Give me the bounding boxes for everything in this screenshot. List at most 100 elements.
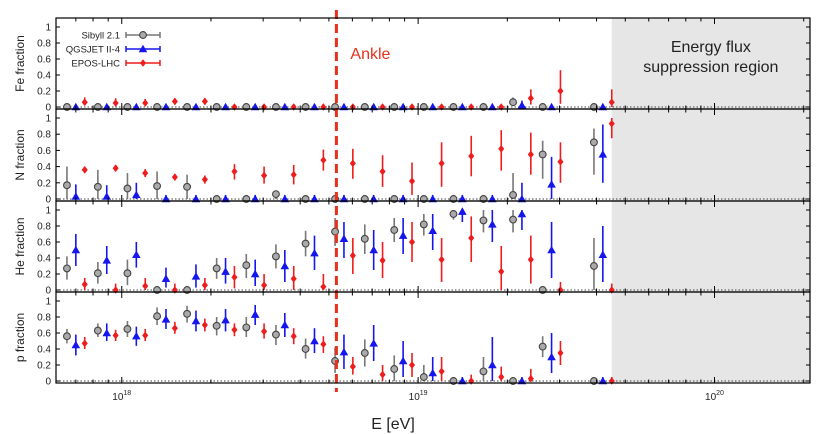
sib-data-point: [271, 190, 280, 199]
sib-data-point: [93, 269, 102, 278]
epos-data-point: [608, 119, 615, 128]
qgs-data-point: [161, 274, 171, 283]
y-tick-label: 0.6: [37, 238, 51, 249]
epos-data-point: [261, 327, 268, 336]
sib-data-point: [123, 184, 132, 193]
sib-data-point: [301, 239, 310, 248]
y-tick-label: 0.8: [37, 313, 51, 324]
qgs-data-point: [547, 352, 556, 361]
epos-data-point: [527, 374, 534, 383]
sib-data-point: [360, 234, 369, 243]
qgs-data-point: [398, 356, 408, 365]
sib-data-point: [212, 321, 221, 330]
epos-data-point: [201, 321, 208, 329]
legend-label: Sibyll 2.1: [81, 31, 120, 42]
sib-data-point: [63, 264, 71, 273]
epos-data-point: [468, 377, 475, 385]
epos-data-point: [468, 103, 475, 111]
qgs-data-point: [517, 194, 527, 203]
epos-data-point: [498, 144, 505, 153]
qgs-data-point: [547, 102, 556, 111]
epos-data-point: [498, 103, 505, 111]
qgs-data-point: [102, 192, 112, 200]
qgs-data-point: [132, 331, 141, 340]
suppression-label: Energy flux: [671, 39, 751, 56]
qgs-data-point: [428, 102, 438, 111]
y-tick-label: 0.2: [37, 270, 51, 281]
epos-data-point: [231, 326, 238, 334]
qgs-data-point: [428, 226, 438, 235]
epos-data-point: [349, 362, 356, 371]
qgs-data-point: [547, 245, 556, 254]
qgs-data-point: [280, 102, 290, 111]
epos-data-point: [408, 177, 416, 185]
y-tick-label: 0: [45, 103, 51, 114]
qgs-data-point: [339, 194, 349, 203]
qgs-data-point: [221, 267, 230, 275]
y-axis-label: Fe fraction: [13, 35, 27, 92]
y-tick-label: 0.4: [37, 254, 51, 265]
epos-data-point: [201, 97, 208, 106]
epos-data-point: [81, 280, 88, 289]
panel-frame: [55, 291, 811, 384]
x-tick-label: 1018: [112, 390, 131, 403]
epos-data-point: [438, 159, 445, 168]
sib-data-point: [242, 323, 251, 332]
x-tick-label: 1019: [409, 390, 428, 403]
sib-data-point: [93, 182, 102, 191]
epos-data-point: [261, 171, 268, 180]
qgs-data-point: [488, 220, 497, 228]
epos-data-point: [498, 373, 505, 381]
qgs-data-point: [339, 234, 349, 243]
y-tick-label: 0.4: [37, 71, 51, 82]
epos-data-point: [81, 98, 88, 106]
y-tick-label: 0.6: [37, 329, 51, 340]
qgs-data-point: [161, 315, 171, 323]
epos-data-point: [142, 331, 149, 340]
x-tick-label: 1020: [705, 390, 724, 403]
epos-data-point: [171, 173, 178, 181]
ankle-label: Ankle: [350, 46, 390, 63]
qgs-data-point: [250, 310, 260, 318]
sib-data-point: [301, 345, 310, 353]
qgs-data-point: [221, 102, 230, 111]
sib-data-point: [153, 312, 162, 321]
sib-data-point: [271, 330, 280, 339]
epos-data-point: [261, 103, 268, 111]
qgs-data-point: [71, 192, 81, 200]
sib-data-point: [93, 326, 102, 335]
sib-data-point: [538, 150, 547, 159]
qgs-data-point: [517, 209, 527, 218]
y-tick-label: 0: [45, 195, 51, 206]
qgs-data-point: [458, 376, 467, 385]
epos-data-point: [171, 286, 178, 294]
sib-data-point: [271, 252, 280, 261]
epos-data-point: [438, 367, 445, 376]
sib-data-point: [590, 262, 598, 270]
suppression-label: suppression region: [643, 59, 778, 76]
y-tick-label: 0.2: [37, 361, 51, 372]
epos-data-point: [349, 159, 356, 168]
epos-data-point: [112, 331, 119, 340]
qgs-data-point: [428, 368, 438, 377]
qgs-data-point: [488, 102, 497, 111]
sib-data-point: [212, 264, 221, 273]
qgs-data-point: [310, 248, 319, 257]
qgs-data-point: [250, 194, 260, 203]
epos-data-point: [142, 169, 149, 177]
y-tick-label: 0.2: [37, 178, 51, 189]
legend-marker: [139, 31, 147, 39]
y-tick-label: 0.6: [37, 55, 51, 66]
sib-data-point: [479, 367, 488, 376]
epos-data-point: [557, 286, 564, 294]
epos-data-point: [81, 166, 88, 174]
qgs-data-point: [132, 102, 141, 111]
qgs-data-point: [280, 320, 290, 329]
epos-data-point: [201, 175, 208, 184]
epos-data-point: [142, 99, 149, 107]
qgs-data-point: [102, 328, 112, 337]
sib-data-point: [360, 349, 369, 357]
epos-data-point: [408, 361, 416, 369]
epos-data-point: [231, 273, 238, 281]
sib-data-point: [419, 373, 428, 381]
